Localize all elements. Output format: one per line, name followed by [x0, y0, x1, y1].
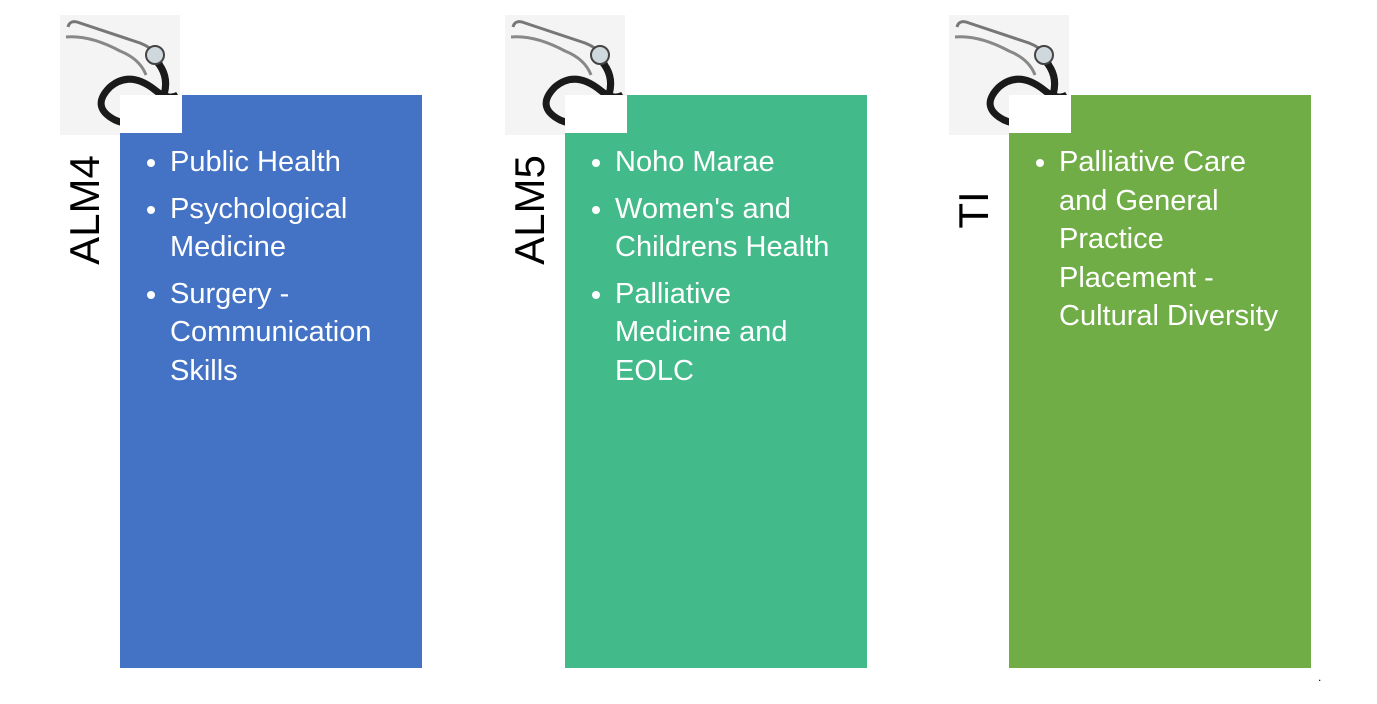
column-label-text: TI [950, 191, 997, 229]
column-label-text: ALM5 [506, 155, 553, 265]
list-item: Psychological Medicine [170, 190, 408, 267]
footnote: . [1318, 670, 1322, 684]
column-label: TI [949, 150, 999, 270]
column-label-text: ALM4 [61, 155, 108, 265]
column-alm4: ALM4 Public Health Psychological Medicine… [60, 0, 422, 704]
column-alm5: ALM5 Noho Marae Women's and Childrens Hea… [505, 0, 867, 704]
column-box: Palliative Care and General Practice Pla… [1009, 95, 1311, 668]
column-box: Noho Marae Women's and Childrens Health Pa… [565, 95, 867, 668]
list-item: Public Health [170, 143, 408, 182]
list-item: Women's and Childrens Health [615, 190, 853, 267]
list-item: Noho Marae [615, 143, 853, 182]
column-label: ALM5 [505, 150, 555, 270]
list-item: Palliative Care and General Practice Pla… [1059, 143, 1297, 336]
list-item: Palliative Medicine and EOLC [615, 275, 853, 391]
item-list: Public Health Psychological Medicine Surge… [142, 143, 408, 398]
list-item: Surgery - Communication Skills [170, 275, 408, 391]
item-list: Palliative Care and General Practice Pla… [1031, 143, 1297, 344]
column-label: ALM4 [60, 150, 110, 270]
item-list: Noho Marae Women's and Childrens Health Pa… [587, 143, 853, 398]
column-ti: TI Palliative Care and General Practice … [949, 0, 1311, 704]
column-box: Public Health Psychological Medicine Surge… [120, 95, 422, 668]
